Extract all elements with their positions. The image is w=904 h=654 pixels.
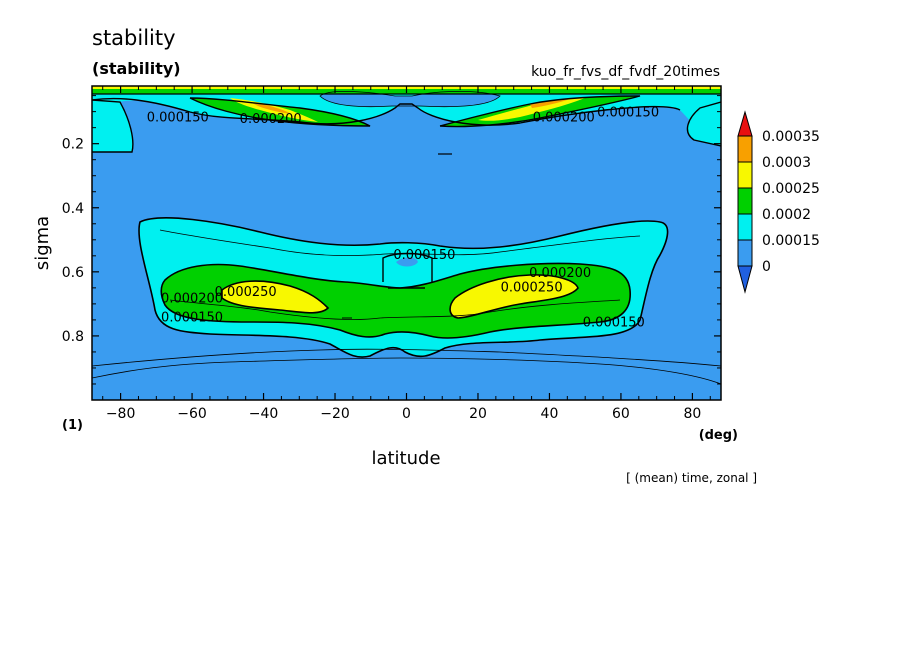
- y-axis: 0.2 0.4 0.6 0.8: [62, 95, 721, 385]
- y-tick-label: 0.8: [62, 329, 84, 345]
- band-upper-orange-right: [530, 99, 570, 108]
- band-upper-orange-left: [250, 102, 292, 114]
- band-upper-yellow-right: [478, 98, 585, 121]
- y-axis-unit: (1): [62, 418, 83, 433]
- y-tick-label: 0.4: [62, 201, 84, 217]
- chart-title: stability: [92, 26, 176, 50]
- x-tick-label: −40: [249, 406, 279, 422]
- contour-label: 0.000150: [597, 106, 659, 121]
- contour-label: 0.000250: [501, 280, 563, 295]
- contour-label: 0.000150: [393, 248, 455, 263]
- contour-label: 0.000200: [161, 291, 223, 306]
- contour-label: 0.000200: [529, 266, 591, 281]
- x-tick-label: 40: [541, 406, 559, 422]
- colorbar-label: 0.0002: [762, 207, 811, 223]
- x-tick-label: −20: [320, 406, 350, 422]
- x-axis: −80 −60 −40 −20 0 20 40 60 80: [102, 86, 711, 422]
- band-upper-center-blue: [320, 91, 500, 107]
- contour-label: 0.000200: [240, 112, 302, 127]
- run-name: kuo_fr_fvs_df_fvdf_20times: [531, 64, 720, 80]
- y-axis-label: sigma: [32, 216, 53, 270]
- colorbar-label: 0: [762, 259, 771, 275]
- x-tick-label: 80: [683, 406, 701, 422]
- contour-field: 0.000150 0.000200 0.000200 0.0001500.000150…: [92, 86, 721, 400]
- y-tick-label: 0.6: [62, 265, 84, 281]
- colorbar: 0 0.00015 0.0002 0.00025 0.0003 0.00035: [737, 110, 820, 294]
- contour-label: 0.000200: [533, 110, 595, 125]
- x-tick-label: −80: [106, 406, 136, 422]
- band-equator-notch: [396, 257, 418, 267]
- chart-subtitle: (stability): [92, 59, 181, 78]
- x-axis-label: latitude: [371, 448, 440, 469]
- contour-label: 0.000150: [583, 316, 645, 331]
- contour-label: 0.000150: [161, 311, 223, 326]
- colorbar-segment-3: [737, 161, 753, 189]
- band-lower-yellow-left: [222, 281, 328, 313]
- band-upper-cyan-left-lobe: [92, 100, 133, 152]
- colorbar-label: 0.0003: [762, 155, 811, 171]
- contour-label: 0.000150: [147, 110, 209, 125]
- colorbar-over-arrow: [737, 110, 753, 137]
- band-upper-cyan-right-lobe: [687, 102, 721, 146]
- x-tick-label: 60: [612, 406, 630, 422]
- colorbar-under-arrow: [737, 265, 753, 294]
- band-lower-yellow-right: [450, 274, 578, 318]
- colorbar-segment-1: [737, 213, 753, 241]
- band-equator-bump: [383, 253, 432, 282]
- x-tick-label: 20: [469, 406, 487, 422]
- x-tick-label: 0: [402, 406, 411, 422]
- colorbar-segment-2: [737, 187, 753, 215]
- colorbar-segment-0: [737, 239, 753, 267]
- x-tick-label: −60: [177, 406, 207, 422]
- colorbar-label: 0.00035: [762, 129, 820, 145]
- colorbar-segment-4: [737, 135, 753, 163]
- contour-lines: [92, 90, 721, 385]
- footer-note: [ (mean) time, zonal ]: [626, 471, 757, 485]
- colorbar-label: 0.00025: [762, 181, 820, 197]
- x-axis-unit: (deg): [699, 428, 738, 443]
- colorbar-label: 0.00015: [762, 233, 820, 249]
- contour-label: 0.000250: [215, 285, 277, 300]
- colorbar-labels: 0 0.00015 0.0002 0.00025 0.0003 0.00035: [762, 129, 820, 275]
- y-tick-label: 0.2: [62, 137, 84, 153]
- contour-labels: 0.000150 0.000200 0.000200 0.0001500.000150…: [147, 106, 659, 331]
